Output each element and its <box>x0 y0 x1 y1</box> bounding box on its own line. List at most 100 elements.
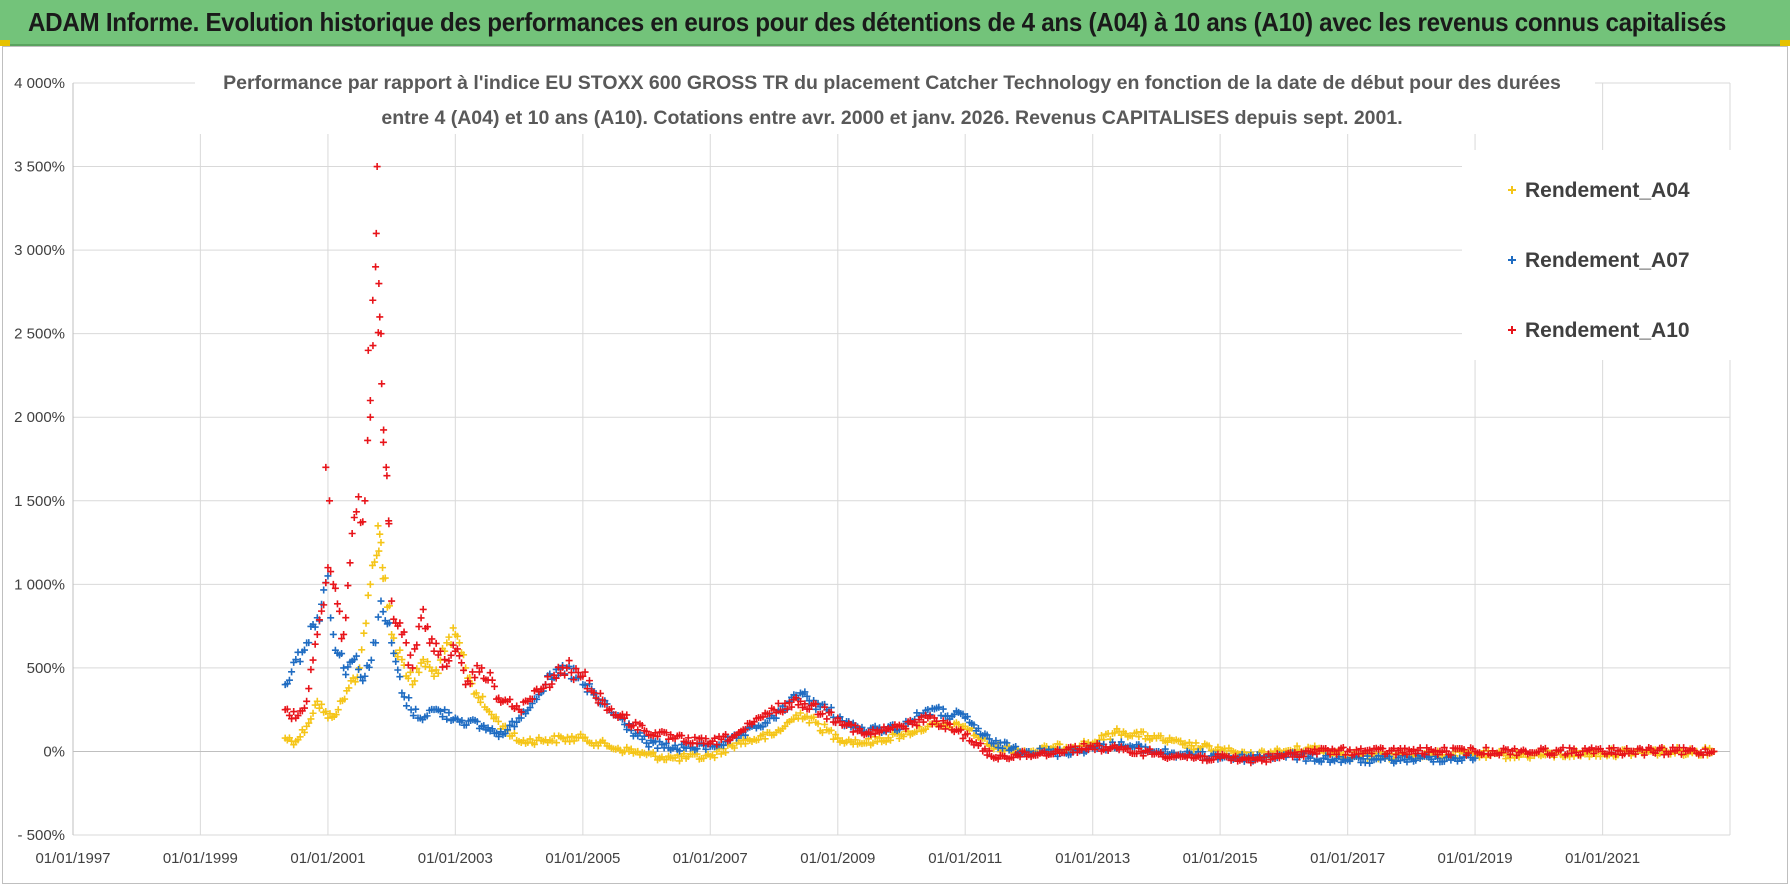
series-marker <box>1366 759 1374 767</box>
series-marker <box>455 639 463 647</box>
series-marker <box>1071 742 1079 750</box>
series-marker <box>1084 746 1092 754</box>
series-marker <box>1144 732 1152 740</box>
series-marker <box>473 718 481 726</box>
series-marker <box>654 732 662 740</box>
series-marker <box>581 668 589 676</box>
series-marker <box>1324 747 1332 755</box>
series-marker <box>326 710 334 718</box>
series-marker <box>895 734 903 742</box>
spike-marker <box>373 163 381 171</box>
series-marker <box>1245 755 1253 763</box>
spike-marker <box>372 229 380 237</box>
spike-marker <box>383 472 391 480</box>
series-marker <box>1346 746 1354 754</box>
series-marker <box>342 614 350 622</box>
series-marker <box>722 749 730 757</box>
data-point <box>334 706 342 714</box>
series-marker <box>449 641 457 649</box>
series-marker <box>730 744 738 752</box>
series-marker <box>1379 745 1387 753</box>
series-marker <box>1403 758 1411 766</box>
series-marker <box>504 726 512 734</box>
series-marker <box>662 739 670 747</box>
y-tick-label: 2 500% <box>14 326 65 343</box>
series-marker <box>1460 746 1468 754</box>
series-marker <box>394 653 402 661</box>
series-marker <box>601 700 609 708</box>
series-marker <box>676 757 684 765</box>
series-marker <box>381 574 389 582</box>
spike-marker <box>366 397 374 405</box>
series-marker <box>341 695 349 703</box>
series-marker <box>309 656 317 664</box>
series-marker <box>849 728 857 736</box>
series-marker <box>375 547 383 555</box>
data-point <box>834 734 842 742</box>
series-marker <box>1677 750 1685 758</box>
series-marker <box>556 669 564 677</box>
series-marker <box>1401 744 1409 752</box>
series-marker <box>1181 739 1189 747</box>
series-marker <box>649 749 657 757</box>
corner-mark-right <box>1780 40 1790 46</box>
series-marker <box>719 741 727 749</box>
series-marker <box>404 661 412 669</box>
legend-background <box>1462 150 1732 360</box>
series-marker <box>783 705 791 713</box>
series-marker <box>493 729 501 737</box>
data-point <box>409 664 417 672</box>
series-marker <box>1482 744 1490 752</box>
series-marker <box>501 729 509 737</box>
series-marker <box>1260 753 1268 761</box>
series-marker <box>691 733 699 741</box>
data-point <box>643 739 651 747</box>
data-point <box>324 564 332 572</box>
series-marker <box>526 704 534 712</box>
series-marker <box>1264 750 1272 758</box>
series-marker <box>957 726 965 734</box>
series-marker <box>436 707 444 715</box>
series-marker <box>342 671 350 679</box>
title-layer: Performance par rapport à l'indice EU ST… <box>195 66 1595 134</box>
series-marker <box>411 677 419 685</box>
spike-marker <box>322 463 330 471</box>
series-marker <box>941 725 949 733</box>
series-marker <box>902 725 910 733</box>
series-marker <box>983 751 991 759</box>
series-marker <box>788 703 796 711</box>
series-marker <box>790 715 798 723</box>
series-marker <box>390 615 398 623</box>
data-point <box>340 664 348 672</box>
series-marker <box>445 709 453 717</box>
series-marker <box>453 645 461 653</box>
y-tick-label: 1 500% <box>14 493 65 510</box>
series-marker <box>1447 751 1455 759</box>
series-marker <box>305 639 313 647</box>
series-marker <box>371 558 379 566</box>
report-banner: ADAM Informe. Evolution historique des p… <box>0 0 1790 46</box>
series-marker <box>409 712 417 720</box>
data-point <box>366 413 374 421</box>
series-marker <box>994 755 1002 763</box>
series-marker <box>406 651 414 659</box>
series-marker <box>684 734 692 742</box>
series-marker <box>359 677 367 685</box>
series-marker <box>1368 749 1376 757</box>
data-point <box>924 706 932 714</box>
series-marker <box>1612 750 1620 758</box>
series-marker <box>678 732 686 740</box>
series-marker <box>513 718 521 726</box>
chart-title-line-1: Performance par rapport à l'indice EU ST… <box>223 72 1561 94</box>
series-marker <box>1616 747 1624 755</box>
series-marker <box>1610 744 1618 752</box>
x-tick-label: 01/01/2021 <box>1565 850 1640 867</box>
spike-marker <box>376 313 384 321</box>
data-point <box>1710 747 1718 755</box>
series-marker <box>1559 744 1567 752</box>
series-marker <box>553 739 561 747</box>
series-marker <box>424 658 432 666</box>
spike-marker <box>379 438 387 446</box>
data-layer <box>281 163 1718 767</box>
report-title: ADAM Informe. Evolution historique des p… <box>28 6 1727 37</box>
